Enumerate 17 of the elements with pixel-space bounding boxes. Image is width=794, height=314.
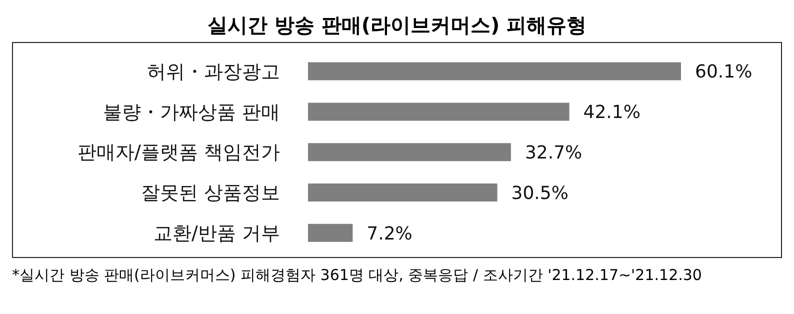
bar	[308, 62, 681, 80]
bar	[308, 224, 353, 242]
y-tick-label: 불량・가짜상품 판매	[102, 101, 280, 124]
data-label: 32.7%	[524, 142, 582, 164]
y-tick-label: 허위・과장광고	[147, 60, 280, 83]
data-label: 7.2%	[366, 223, 412, 244]
data-label: 42.1%	[583, 102, 640, 124]
y-tick-label: 잘못된 상품정보	[140, 182, 280, 204]
bar	[308, 102, 570, 121]
data-label: 60.1%	[695, 62, 752, 83]
data-label: 30.5%	[511, 182, 568, 204]
text: *실시간 방송 판매(라이브커머스) 피해경험자 361명 대상, 중복응답 / 조사기간 '21.12.17~'21.12.30	[12, 266, 703, 285]
chart-title: 실시간 방송 판매(라이브커머스) 피해유형	[206, 12, 588, 39]
y-tick-label: 판매자/플랫폼 책임전가	[78, 142, 280, 164]
bar	[308, 143, 511, 162]
y-tick-label: 교환/반품 거부	[154, 222, 280, 245]
bar	[308, 184, 498, 202]
